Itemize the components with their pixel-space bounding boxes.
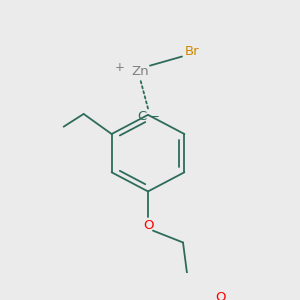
Text: O: O bbox=[143, 219, 153, 232]
Text: C: C bbox=[138, 110, 147, 123]
Text: −: − bbox=[150, 110, 160, 123]
Text: +: + bbox=[115, 61, 125, 74]
Text: Zn: Zn bbox=[131, 64, 149, 78]
Text: O: O bbox=[215, 291, 225, 300]
Text: Br: Br bbox=[185, 44, 199, 58]
